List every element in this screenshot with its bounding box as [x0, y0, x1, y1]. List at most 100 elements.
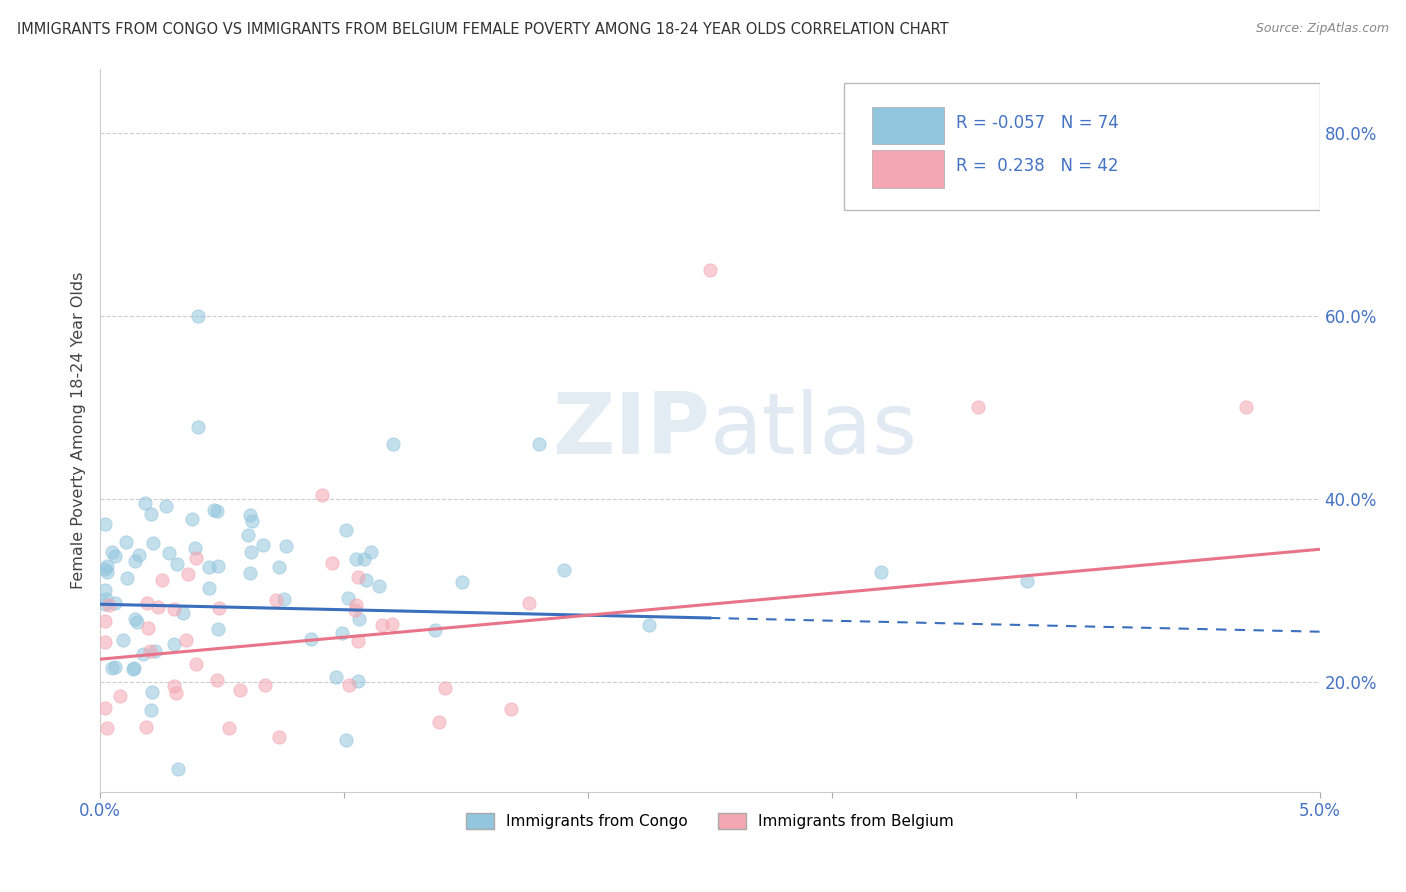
- Point: [143, 644, 166, 658]
- Point: [177, 566, 200, 581]
- Point: [499, 701, 522, 715]
- Point: [104, 596, 127, 610]
- Point: [321, 556, 343, 570]
- Point: [553, 563, 575, 577]
- Point: [96, 558, 118, 573]
- Point: [94, 582, 117, 597]
- Point: [335, 523, 357, 537]
- Point: [347, 570, 370, 584]
- Point: [166, 762, 188, 776]
- Point: [325, 670, 347, 684]
- Point: [869, 565, 891, 579]
- Point: [184, 657, 207, 671]
- Point: [204, 503, 226, 517]
- Point: [163, 637, 186, 651]
- Point: [239, 508, 262, 522]
- Point: [104, 660, 127, 674]
- Point: [299, 632, 322, 646]
- Point: [166, 557, 188, 571]
- Point: [311, 488, 333, 502]
- Point: [335, 732, 357, 747]
- Point: [142, 535, 165, 549]
- Point: [96, 566, 118, 580]
- Text: atlas: atlas: [710, 389, 918, 472]
- Point: [360, 545, 382, 559]
- Point: [344, 552, 367, 566]
- Text: ZIP: ZIP: [553, 389, 710, 472]
- Point: [371, 618, 394, 632]
- Point: [128, 548, 150, 562]
- Point: [354, 574, 377, 588]
- Point: [347, 634, 370, 648]
- Point: [94, 517, 117, 532]
- Point: [176, 632, 198, 647]
- Point: [122, 662, 145, 676]
- Point: [346, 673, 368, 688]
- Point: [267, 559, 290, 574]
- Point: [96, 591, 118, 606]
- Point: [184, 551, 207, 566]
- Point: [155, 500, 177, 514]
- Point: [527, 437, 550, 451]
- Point: [96, 721, 118, 735]
- FancyBboxPatch shape: [844, 83, 1320, 210]
- Point: [274, 539, 297, 553]
- Point: [450, 574, 472, 589]
- Point: [353, 552, 375, 566]
- Point: [218, 721, 240, 735]
- Point: [967, 401, 990, 415]
- Point: [114, 534, 136, 549]
- Point: [101, 545, 124, 559]
- Text: R =  0.238   N = 42: R = 0.238 N = 42: [956, 157, 1119, 175]
- Point: [135, 720, 157, 734]
- Point: [207, 673, 229, 687]
- Point: [381, 437, 404, 451]
- Point: [381, 617, 404, 632]
- Point: [101, 661, 124, 675]
- Point: [269, 730, 291, 744]
- Point: [172, 606, 194, 620]
- Point: [207, 559, 229, 574]
- Point: [198, 582, 221, 596]
- Point: [141, 685, 163, 699]
- Point: [229, 682, 252, 697]
- Text: Source: ZipAtlas.com: Source: ZipAtlas.com: [1256, 22, 1389, 36]
- Point: [94, 700, 117, 714]
- Point: [517, 596, 540, 610]
- Point: [208, 601, 231, 615]
- Point: [165, 686, 187, 700]
- Point: [132, 647, 155, 661]
- Point: [344, 598, 367, 612]
- Point: [94, 597, 117, 611]
- Point: [239, 545, 262, 559]
- Point: [108, 689, 131, 703]
- Point: [124, 554, 146, 568]
- Point: [427, 715, 450, 730]
- Point: [252, 538, 274, 552]
- Point: [146, 599, 169, 614]
- Point: [273, 591, 295, 606]
- Point: [139, 644, 162, 658]
- Point: [150, 573, 173, 587]
- Point: [205, 504, 228, 518]
- Point: [134, 496, 156, 510]
- Point: [94, 615, 117, 629]
- Point: [253, 678, 276, 692]
- Point: [207, 623, 229, 637]
- Point: [125, 615, 148, 630]
- Point: [433, 681, 456, 695]
- Point: [330, 626, 353, 640]
- Point: [94, 635, 117, 649]
- Point: [184, 541, 207, 555]
- Point: [136, 596, 159, 610]
- FancyBboxPatch shape: [872, 107, 943, 145]
- Point: [181, 512, 204, 526]
- Text: R = -0.057   N = 74: R = -0.057 N = 74: [956, 114, 1119, 132]
- Text: IMMIGRANTS FROM CONGO VS IMMIGRANTS FROM BELGIUM FEMALE POVERTY AMONG 18-24 YEAR: IMMIGRANTS FROM CONGO VS IMMIGRANTS FROM…: [17, 22, 949, 37]
- Point: [336, 591, 359, 606]
- Point: [98, 598, 121, 612]
- Point: [103, 549, 125, 564]
- Y-axis label: Female Poverty Among 18-24 Year Olds: Female Poverty Among 18-24 Year Olds: [72, 271, 86, 589]
- Point: [1015, 574, 1038, 589]
- Point: [239, 566, 262, 580]
